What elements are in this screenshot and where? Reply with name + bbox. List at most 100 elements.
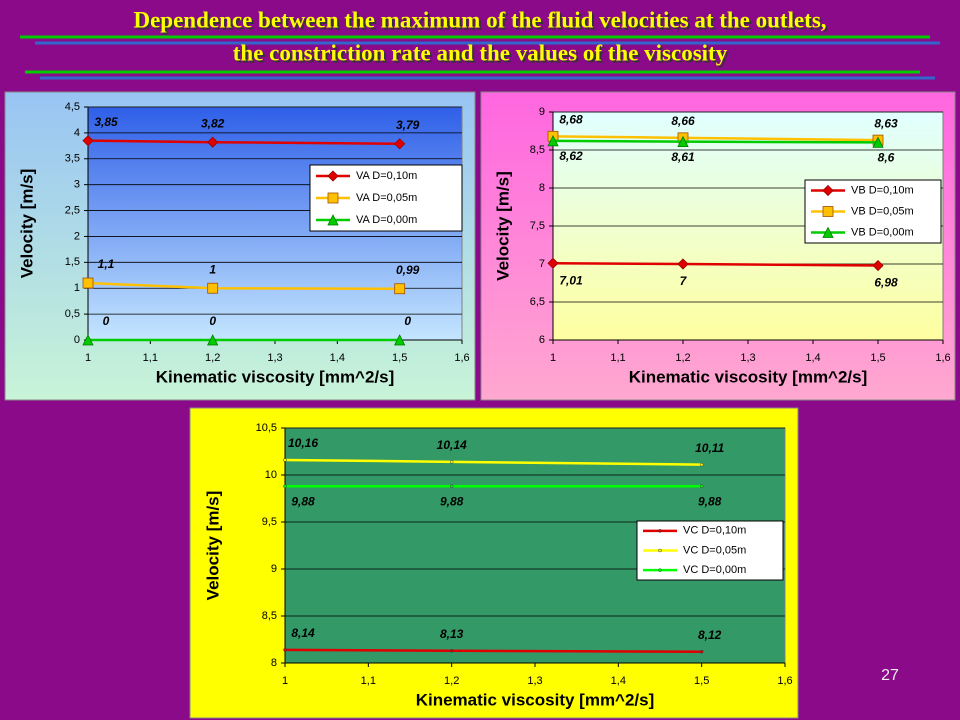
x-tick-label: 1,5 — [392, 352, 407, 364]
y-tick-label: 9 — [271, 563, 277, 575]
x-tick-label: 1,5 — [870, 352, 885, 364]
point — [547, 257, 559, 269]
value-label: 8,61 — [671, 150, 695, 164]
x-tick-label: 1,4 — [330, 352, 345, 364]
point — [327, 170, 339, 182]
point — [658, 548, 662, 553]
x-tick-label: 1,1 — [361, 675, 376, 687]
value-label: 0 — [404, 314, 411, 328]
legend-label: VC D=0,00m — [683, 564, 746, 576]
point — [327, 214, 339, 226]
value-label: 8,63 — [874, 116, 898, 130]
value-label: 1 — [209, 262, 216, 276]
x-tick-label: 1,3 — [527, 675, 542, 687]
y-tick-label: 1,5 — [65, 256, 80, 268]
point — [872, 259, 884, 272]
x-tick-label: 1,6 — [935, 352, 950, 364]
value-label: 8,12 — [698, 628, 722, 642]
series-line — [552, 139, 879, 144]
value-label: 9,88 — [698, 494, 722, 508]
x-tick-label: 1,1 — [610, 352, 625, 364]
value-label: 9,88 — [291, 494, 315, 508]
legend-label: VB D=0,10m — [851, 184, 914, 196]
value-label: 7 — [680, 274, 688, 288]
y-tick-label: 8 — [539, 182, 545, 194]
x-tick-label: 1 — [282, 675, 288, 687]
title-line: Dependence between the maximum of the fl… — [133, 7, 826, 32]
point — [449, 460, 454, 464]
x-tick-label: 1,3 — [740, 352, 755, 364]
point — [677, 135, 689, 148]
y-tick-label: 3,5 — [65, 153, 80, 165]
point — [394, 138, 406, 150]
y-tick-label: 6,5 — [530, 296, 545, 308]
point — [207, 136, 219, 148]
y-tick-label: 7 — [539, 258, 545, 270]
legend-label: VA D=0,10m — [356, 170, 417, 182]
value-label: 3,79 — [396, 118, 420, 132]
point — [699, 649, 704, 654]
x-tick-label: 1 — [85, 352, 91, 364]
point — [699, 462, 704, 467]
point — [699, 484, 704, 489]
point — [283, 648, 287, 652]
point — [394, 334, 406, 346]
y-tick-label: 0 — [74, 334, 80, 346]
value-label: 3,85 — [94, 115, 118, 129]
y-axis-title: Velocity [m/s] — [17, 169, 36, 279]
value-label: 1,1 — [98, 257, 115, 271]
value-label: 10,11 — [695, 441, 724, 455]
value-label: 10,16 — [288, 436, 318, 450]
point — [449, 649, 454, 653]
legend-label: VB D=0,05m — [851, 205, 914, 217]
point — [207, 282, 219, 294]
x-tick-label: 1,5 — [694, 675, 709, 687]
y-tick-label: 2 — [74, 230, 80, 242]
value-label: 9,88 — [440, 494, 464, 508]
point — [207, 334, 219, 346]
x-tick-label: 1,2 — [205, 352, 220, 364]
y-tick-label: 9,5 — [262, 516, 277, 528]
value-label: 8,66 — [671, 114, 695, 128]
page-number: 27 — [881, 667, 899, 684]
x-tick-label: 1,2 — [444, 675, 459, 687]
x-tick-label: 1,4 — [805, 352, 820, 364]
y-tick-label: 2,5 — [65, 204, 80, 216]
y-tick-label: 0,5 — [65, 308, 80, 320]
point — [283, 484, 287, 489]
x-tick-label: 1,6 — [454, 352, 469, 364]
x-tick-label: 1,1 — [143, 352, 158, 364]
value-label: 7,01 — [559, 273, 583, 287]
point — [658, 529, 662, 533]
y-axis-title: Velocity [m/s] — [493, 171, 512, 281]
y-tick-label: 4 — [74, 127, 80, 139]
y-tick-label: 10,5 — [256, 422, 277, 434]
point — [547, 134, 559, 147]
value-label: 3,82 — [201, 116, 225, 130]
point — [394, 283, 406, 295]
value-label: 8,13 — [440, 627, 464, 641]
x-axis-title: Kinematic viscosity [mm^2/s] — [416, 690, 655, 709]
y-tick-label: 3 — [74, 179, 80, 191]
y-tick-label: 9 — [539, 106, 545, 118]
point — [283, 458, 287, 462]
y-tick-label: 10 — [265, 469, 277, 481]
value-label: 8,62 — [559, 149, 583, 163]
legend-label: VA D=0,05m — [356, 192, 417, 204]
y-tick-label: 8,5 — [262, 610, 277, 622]
x-tick-label: 1,3 — [267, 352, 282, 364]
y-axis-title: Velocity [m/s] — [203, 491, 222, 601]
value-label: 0,99 — [396, 263, 420, 277]
point — [449, 484, 454, 489]
x-tick-label: 1 — [550, 352, 556, 364]
y-tick-label: 8,5 — [530, 144, 545, 156]
x-tick-label: 1,6 — [777, 675, 792, 687]
value-label: 6,98 — [874, 276, 898, 290]
value-label: 0 — [103, 314, 110, 328]
x-axis-title: Kinematic viscosity [mm^2/s] — [156, 367, 395, 386]
legend-label: VB D=0,00m — [851, 226, 914, 238]
point — [82, 334, 94, 346]
point — [872, 136, 884, 148]
value-label: 8,6 — [878, 151, 895, 165]
